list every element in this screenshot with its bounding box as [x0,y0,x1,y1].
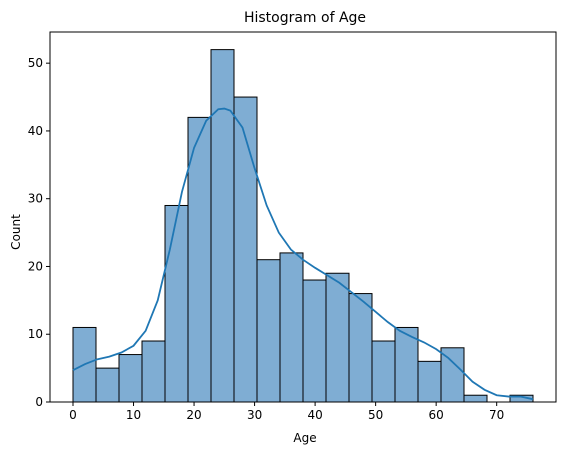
x-tick-label: 30 [247,408,262,422]
y-axis-ticks: 0 10 20 30 40 50 [28,56,50,409]
chart-title: Histogram of Age [244,10,366,26]
x-axis-ticks: 0 10 20 30 40 50 60 70 [69,402,504,422]
histogram-bar [348,293,373,403]
y-tick-label: 40 [28,124,43,138]
histogram-bars [72,49,534,403]
histogram-bar [141,340,166,403]
histogram-bar [325,272,350,403]
y-tick-label: 0 [35,395,43,409]
x-tick-label: 70 [489,408,504,422]
x-tick-label: 60 [429,408,444,422]
histogram-bar [210,49,235,403]
x-tick-label: 50 [368,408,383,422]
y-tick-label: 20 [28,259,43,273]
x-tick-label: 0 [69,408,77,422]
histogram-bar [371,340,396,403]
histogram-bar [95,367,120,403]
y-axis-label: Count [9,214,23,250]
histogram-bar [164,204,189,403]
histogram-bar [279,252,304,403]
plot-frame [49,31,557,403]
x-tick-label: 40 [307,408,322,422]
histogram-bar [118,354,143,403]
y-tick-label: 50 [28,56,43,70]
y-tick-label: 10 [28,327,43,341]
histogram-bar [302,279,327,403]
x-axis-label: Age [293,431,316,445]
histogram-bar [233,96,258,403]
x-tick-label: 10 [126,408,141,422]
y-tick-label: 30 [28,192,43,206]
x-tick-label: 20 [186,408,201,422]
histogram-bar [417,360,442,403]
histogram-bar [463,394,488,403]
histogram-bar [256,259,281,403]
kde-curve [72,107,534,401]
